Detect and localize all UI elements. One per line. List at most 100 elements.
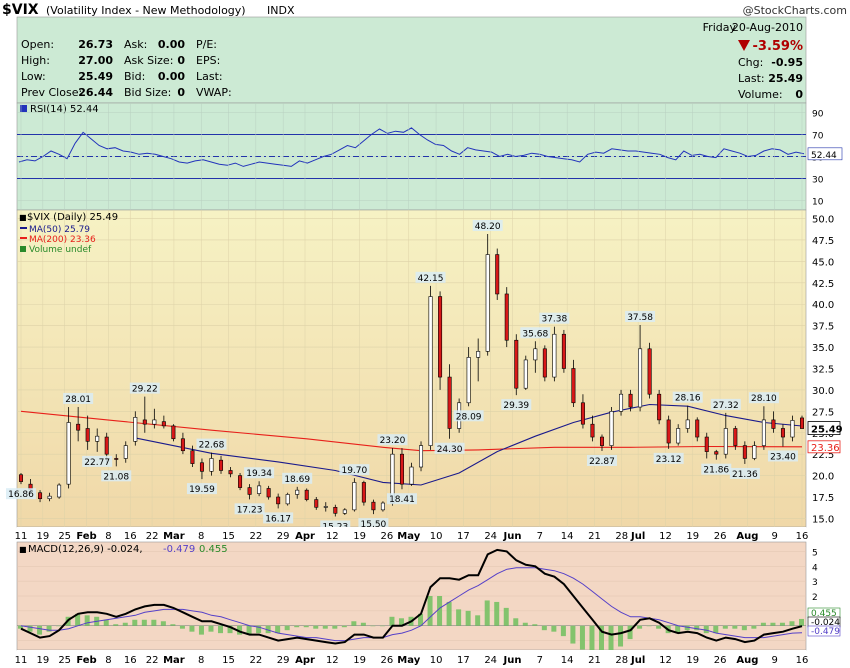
quote-value: -0.95 bbox=[771, 56, 803, 69]
candle-body-down bbox=[190, 450, 195, 464]
macd-histogram-bar bbox=[541, 625, 547, 631]
candle bbox=[590, 415, 595, 442]
macd-histogram-bar bbox=[732, 625, 738, 629]
annotation-bg bbox=[653, 452, 684, 464]
macd-histogram-bar bbox=[427, 596, 433, 626]
macd-histogram-bar bbox=[103, 619, 109, 626]
macd-histogram-bar bbox=[122, 622, 128, 626]
candle bbox=[209, 452, 214, 476]
macd-histogram-bar bbox=[627, 625, 633, 640]
candle bbox=[447, 364, 452, 439]
annotation-bg bbox=[186, 483, 217, 495]
macd-histogram-bar bbox=[227, 625, 233, 634]
candle-body-up bbox=[619, 393, 624, 412]
price-tick-label: 50.0 bbox=[812, 215, 834, 226]
candle-body-down bbox=[514, 339, 519, 389]
macd-histogram-bar bbox=[722, 625, 728, 629]
candle-body-down bbox=[695, 419, 700, 438]
macd-histogram-bar bbox=[618, 625, 624, 647]
x-tick-label: 28 bbox=[615, 531, 628, 542]
candle bbox=[714, 449, 719, 460]
candle bbox=[685, 405, 690, 433]
x-tick-label: Aug bbox=[736, 531, 758, 542]
price-annotation: 42.15 bbox=[418, 274, 444, 284]
candle bbox=[742, 441, 747, 464]
x-tick-label: 22 bbox=[249, 531, 262, 542]
price-annotation: 18.41 bbox=[389, 495, 415, 505]
candle bbox=[276, 493, 281, 509]
price-tick-label: 17.5 bbox=[812, 493, 834, 504]
signal-last-value: -0.479 bbox=[811, 627, 840, 637]
candle bbox=[342, 508, 347, 516]
ma200-legend-label: MA(200) 23.36 bbox=[29, 235, 96, 245]
last-price-box bbox=[807, 421, 841, 435]
candle bbox=[438, 291, 443, 390]
x-tick-label: 11 bbox=[15, 655, 28, 666]
price-annotation: 22.77 bbox=[84, 458, 110, 468]
candle bbox=[695, 417, 700, 442]
candle-body-up bbox=[523, 359, 528, 389]
quote-label: Ask Size: bbox=[124, 54, 173, 67]
candle-body-up bbox=[676, 428, 681, 444]
price-annotation: 19.34 bbox=[246, 469, 272, 479]
candle-body-up bbox=[323, 506, 328, 508]
macd-histogram-bar bbox=[379, 625, 385, 627]
candle-body-up bbox=[295, 489, 300, 495]
candle bbox=[38, 490, 43, 503]
candle-body-down bbox=[714, 451, 719, 455]
macd-histogram-bar bbox=[551, 625, 557, 632]
macd-histogram-bar bbox=[656, 625, 662, 629]
candle bbox=[85, 415, 90, 450]
macd-tick-label: 2 bbox=[812, 593, 818, 603]
candle-body-up bbox=[209, 458, 214, 472]
macd-histogram-bar bbox=[484, 600, 490, 626]
quote-label: Bid: bbox=[124, 70, 145, 83]
candle bbox=[638, 324, 643, 412]
candle-body-down bbox=[371, 501, 376, 511]
candle-body-down bbox=[580, 402, 585, 425]
x-tick-label: 22 bbox=[249, 655, 262, 666]
candle bbox=[180, 432, 185, 455]
candle bbox=[514, 334, 519, 396]
price-annotation: 23.20 bbox=[380, 436, 406, 446]
macd-histogram-bar bbox=[303, 625, 309, 628]
candle-body-down bbox=[276, 496, 281, 505]
candle bbox=[723, 412, 728, 459]
macd-histogram-bar bbox=[370, 625, 376, 627]
price-annotation: 19.70 bbox=[341, 466, 367, 476]
signal-last-box bbox=[807, 625, 841, 637]
ma50-legend-label: MA(50) 25.79 bbox=[29, 225, 90, 235]
macd-signal-line bbox=[20, 567, 803, 642]
quote-value: 0.00 bbox=[158, 38, 185, 51]
macd-histogram-bar bbox=[789, 621, 795, 626]
candle bbox=[47, 492, 52, 502]
candle bbox=[799, 415, 804, 429]
macd-histogram-bar bbox=[684, 625, 690, 631]
x-tick-label: Apr bbox=[295, 531, 315, 542]
macd-histogram-bar bbox=[646, 625, 652, 627]
x-tick-label: 12 bbox=[326, 531, 339, 542]
macd-histogram-bar bbox=[256, 625, 262, 634]
quote-value: 26.44 bbox=[78, 86, 113, 99]
macd-histogram-bar bbox=[770, 622, 776, 626]
macd-histogram-bar bbox=[208, 625, 214, 632]
chart-description: (Volatility Index - New Methodology) bbox=[46, 4, 246, 17]
macd-histogram-bar bbox=[160, 621, 166, 626]
x-tick-label: 22 bbox=[146, 655, 159, 666]
macd-histogram-bar bbox=[703, 625, 709, 634]
candle bbox=[466, 347, 471, 407]
candle-body-down bbox=[666, 419, 671, 444]
candle bbox=[295, 486, 300, 499]
macd-histogram-bar bbox=[246, 625, 252, 635]
price-tick-label: 27.5 bbox=[812, 407, 834, 418]
annotation-bg bbox=[501, 399, 532, 411]
price-tick-label: 35.0 bbox=[812, 343, 834, 354]
rsi-tick-label: 10 bbox=[812, 198, 824, 208]
candle-body-up bbox=[552, 333, 557, 378]
macd-tick-label: 5 bbox=[812, 548, 818, 558]
candle-body-down bbox=[780, 428, 785, 438]
candle bbox=[380, 501, 385, 512]
price-annotation: 28.10 bbox=[751, 394, 777, 404]
x-tick-label: Jun bbox=[503, 655, 522, 666]
quote-label: VWAP: bbox=[196, 86, 232, 99]
